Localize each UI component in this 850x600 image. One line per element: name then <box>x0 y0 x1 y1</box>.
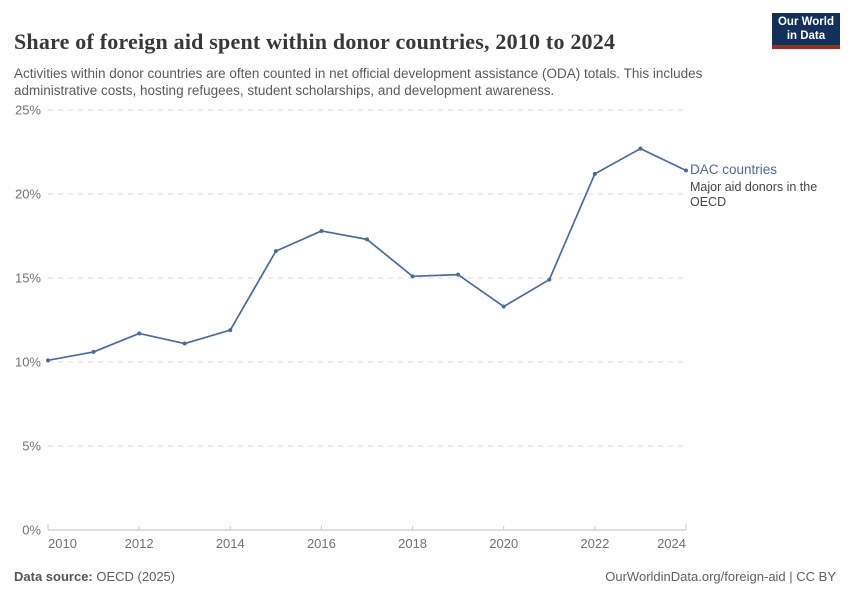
owid-logo: Our World in Data <box>772 13 840 49</box>
data-point <box>91 349 96 354</box>
page-title: Share of foreign aid spent within donor … <box>14 28 616 54</box>
x-axis-tick-label: 2012 <box>125 536 154 551</box>
x-axis-tick-label: 2014 <box>216 536 245 551</box>
legend-series-description: Major aid donors in the OECD <box>690 180 818 209</box>
y-axis-tick-label: 15% <box>15 271 41 286</box>
x-axis-tick-label: 2010 <box>48 536 77 551</box>
data-point <box>319 228 324 233</box>
data-source-label: Data source: <box>14 569 93 584</box>
chart-subtitle: Activities within donor countries are of… <box>14 65 703 99</box>
data-point <box>638 146 643 151</box>
data-point <box>228 328 233 333</box>
data-point <box>684 168 688 173</box>
x-axis-tick-label: 2016 <box>307 536 336 551</box>
data-point <box>410 274 415 279</box>
x-axis-tick-label: 2022 <box>580 536 609 551</box>
x-axis-tick-label: 2018 <box>398 536 427 551</box>
y-axis-tick-label: 0% <box>22 523 41 538</box>
data-point <box>592 171 597 176</box>
data-source-value: OECD (2025) <box>92 569 176 584</box>
series-line <box>47 147 687 362</box>
data-point <box>182 341 187 346</box>
data-point <box>46 358 50 363</box>
series-legend: DAC countries Major aid donors in the OE… <box>690 162 832 210</box>
y-axis-tick-label: 20% <box>15 187 41 202</box>
legend-series-label[interactable]: DAC countries <box>690 162 778 177</box>
owid-logo-text: Our World in Data <box>777 15 834 42</box>
data-source-note: Data source: OECD (2025) <box>14 569 175 584</box>
data-point <box>365 237 369 242</box>
attribution-link[interactable]: OurWorldinData.org/foreign-aid | CC BY <box>605 569 836 584</box>
data-point <box>456 272 461 277</box>
data-point <box>137 331 142 336</box>
data-point <box>501 304 506 309</box>
data-point <box>547 277 552 282</box>
y-axis-tick-label: 10% <box>15 355 41 370</box>
x-axis-tick-label: 2020 <box>489 536 518 551</box>
data-point <box>273 249 278 254</box>
y-axis-tick-label: 5% <box>22 439 41 454</box>
y-axis-tick-label: 25% <box>15 103 41 118</box>
x-axis-tick-label: 2024 <box>657 536 686 551</box>
